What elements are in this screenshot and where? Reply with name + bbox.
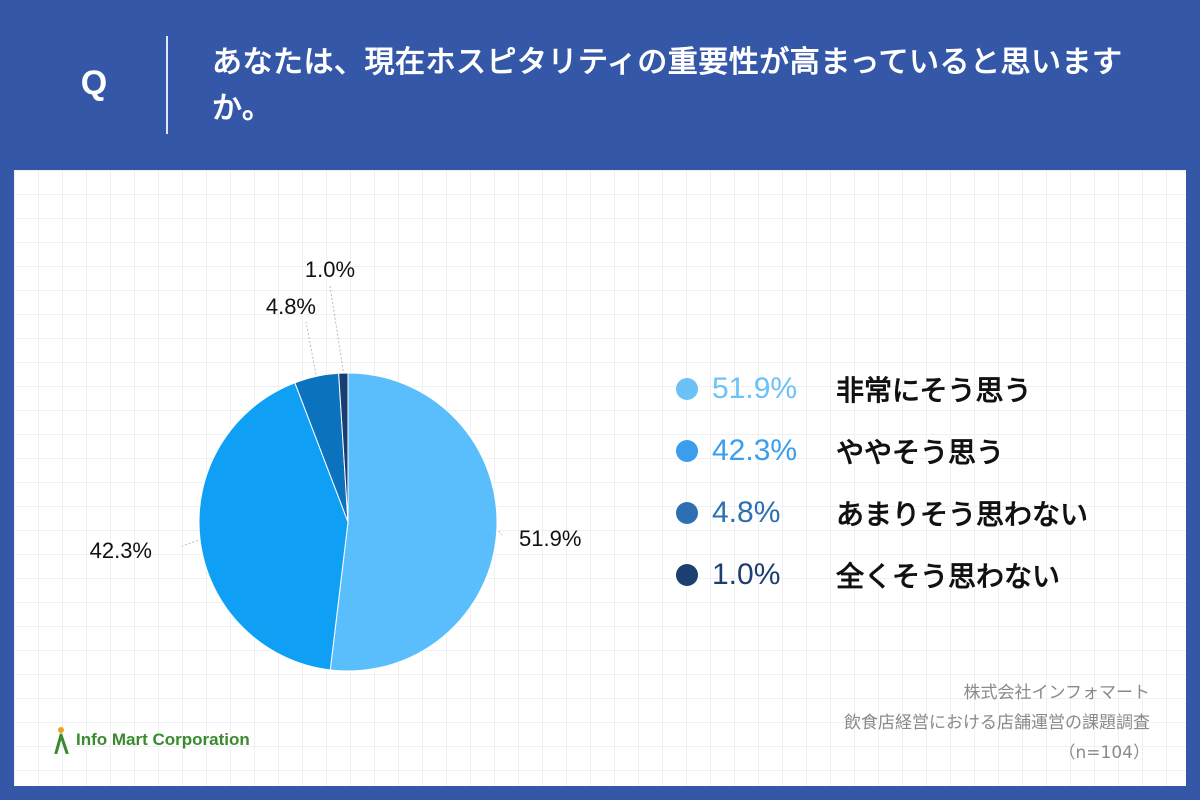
legend-percent: 4.8% xyxy=(712,496,781,529)
legend-percent: 42.3% xyxy=(712,434,798,467)
source-survey: 飲食店経営における店舗運営の課題調査 xyxy=(844,713,1150,733)
legend: 51.9% 非常にそう思う 42.3% ややそう思う 4.8% あまりそう思わな… xyxy=(676,358,1176,606)
legend-percent: 1.0% xyxy=(712,558,781,591)
slice-value-label: 42.3% xyxy=(90,538,152,563)
header-divider xyxy=(166,36,168,134)
legend-item: 4.8% あまりそう思わない xyxy=(676,482,1176,544)
leader-line xyxy=(181,539,199,547)
legend-label: 全くそう思わない xyxy=(836,560,1061,593)
leader-line xyxy=(329,285,344,372)
legend-swatch xyxy=(676,502,698,524)
leader-line xyxy=(305,321,317,375)
slice-value-label: 4.8% xyxy=(266,294,316,319)
source-note: 株式会社インフォマート 飲食店経営における店舗運営の課題調査 （n=104） xyxy=(730,678,1150,768)
leader-line xyxy=(498,530,503,536)
pie-slice xyxy=(198,382,349,671)
logo-mark-icon xyxy=(54,727,69,754)
legend-item: 42.3% ややそう思う xyxy=(676,420,1176,482)
legend-item: 51.9% 非常にそう思う xyxy=(676,358,1176,420)
slice-value-label: 1.0% xyxy=(305,257,355,282)
legend-percent: 51.9% xyxy=(712,372,798,405)
legend-label: 非常にそう思う xyxy=(836,374,1032,407)
question-text: あなたは、現在ホスピタリティの重要性が高まっていると思いますか。 xyxy=(212,45,1123,126)
legend-swatch xyxy=(676,378,698,400)
chart-panel: 51.9% 42.3% 4.8% 1.0% 51.9% 非常にそう思う 42.3% や… xyxy=(14,170,1186,786)
legend-item: 1.0% 全くそう思わない xyxy=(676,544,1176,606)
legend-label: ややそう思う xyxy=(836,436,1005,469)
source-company: 株式会社インフォマート xyxy=(963,683,1151,703)
question-marker: Q xyxy=(80,64,108,102)
question-header: Q あなたは、現在ホスピタリティの重要性が高まっていると思いますか。 xyxy=(0,0,1200,170)
pie-chart: 51.9% 42.3% 4.8% 1.0% xyxy=(90,257,581,672)
legend-swatch xyxy=(676,440,698,462)
pie-slice xyxy=(329,372,498,672)
slice-value-label: 51.9% xyxy=(519,526,581,551)
logo-text: Info Mart Corporation xyxy=(76,730,250,749)
source-sample-size: （n=104） xyxy=(1058,743,1150,763)
pie-slice xyxy=(338,372,349,523)
legend-swatch xyxy=(676,564,698,586)
company-logo: Info Mart Corporation xyxy=(54,724,250,756)
legend-label: あまりそう思わない xyxy=(836,498,1089,531)
